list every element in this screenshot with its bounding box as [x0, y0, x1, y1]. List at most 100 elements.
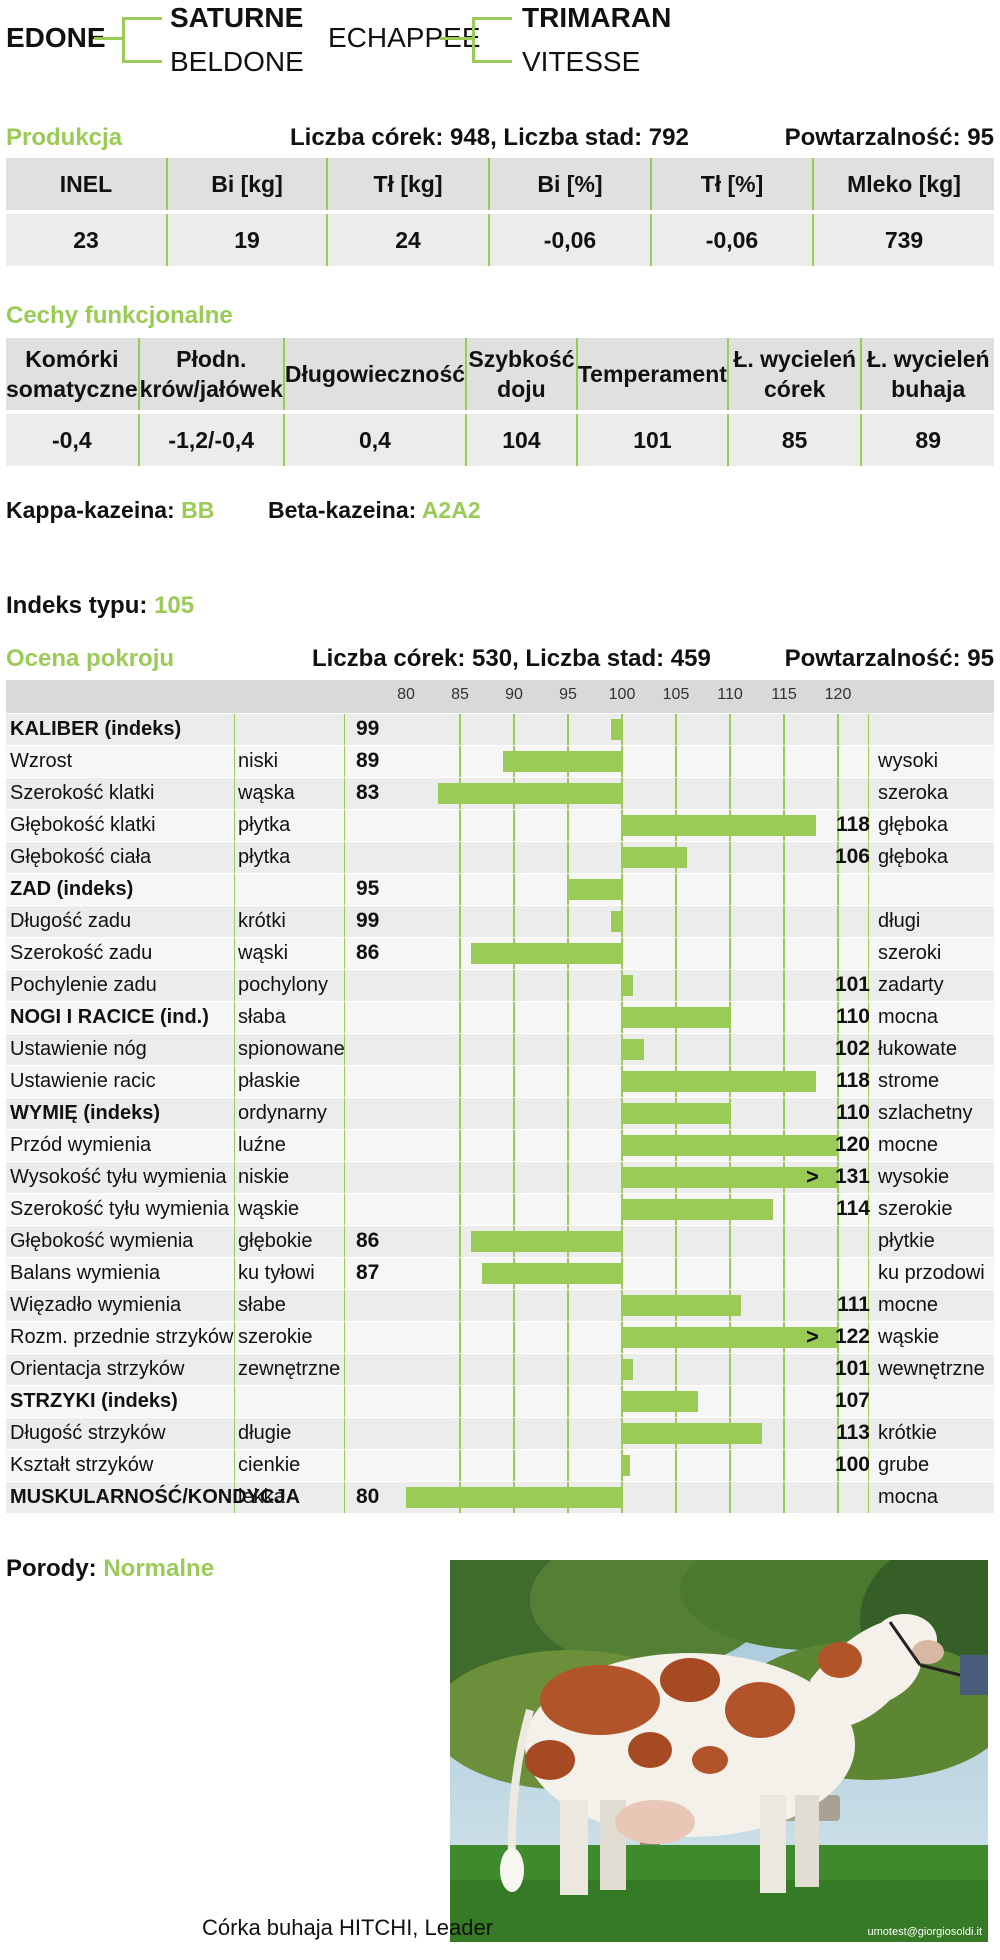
column-divider	[344, 1386, 345, 1417]
production-value: 739	[812, 214, 994, 266]
conformation-bar	[622, 1199, 774, 1220]
grid-line	[513, 1354, 515, 1385]
grid-line	[837, 1418, 839, 1449]
kappa-casein: Kappa-kazeina: BB	[6, 497, 214, 524]
trait-high-label: głęboka	[878, 814, 949, 836]
grid-line	[513, 1418, 515, 1449]
trait-score: 86	[356, 1229, 380, 1252]
column-divider	[234, 1290, 235, 1321]
grid-line	[675, 746, 677, 777]
trait-name: Pochylenie zadu	[10, 974, 157, 996]
conformation-row: Ustawienie racic płaskie 118 strome	[6, 1065, 994, 1097]
column-divider	[234, 1130, 235, 1161]
trait-low-label: niski	[238, 750, 279, 772]
column-divider	[344, 778, 345, 809]
scale-tick-label: 85	[451, 686, 469, 703]
column-divider	[234, 1450, 235, 1481]
trait-high-label: szeroka	[878, 782, 949, 804]
grid-line	[729, 1258, 731, 1289]
grid-line	[783, 1290, 785, 1321]
trait-score: 87	[356, 1261, 380, 1284]
trait-name: STRZYKI (indeks)	[10, 1390, 178, 1412]
conformation-row: Pochylenie zadu pochylony 101 zadarty	[6, 969, 994, 1001]
column-divider	[344, 938, 345, 969]
grid-line	[567, 1322, 569, 1353]
functional-value: 85	[726, 414, 861, 466]
grid-line	[675, 1226, 677, 1257]
grid-line	[783, 906, 785, 937]
production-title: Produkcja	[6, 124, 123, 151]
column-divider	[234, 1386, 235, 1417]
column-divider	[234, 1162, 235, 1193]
grid-line	[621, 1258, 623, 1289]
trait-name: Szerokość tyłu wymienia	[10, 1198, 229, 1220]
conformation-row: MUSKULARNOŚĆ/KONDYCJA lekka 80 mocna	[6, 1481, 994, 1513]
grid-line	[837, 1290, 839, 1321]
grid-line	[837, 1098, 839, 1129]
column-divider	[868, 1322, 869, 1353]
trait-name: Szerokość zadu	[10, 942, 153, 964]
conformation-row: Długość zadu krótki 99 długi	[6, 905, 994, 937]
scale-tick-label: 80	[397, 686, 415, 703]
grid-line	[459, 1354, 461, 1385]
grid-line	[621, 1226, 623, 1257]
functional-title: Cechy funkcjonalne	[6, 302, 233, 329]
grid-line	[837, 778, 839, 809]
trait-low-label: słaba	[238, 1006, 286, 1028]
trait-name: WYMIĘ (indeks)	[10, 1102, 161, 1124]
type-index-label: Indeks typu:	[6, 592, 155, 619]
column-divider	[868, 1034, 869, 1065]
conformation-row: WYMIĘ (indeks) ordynarny 110 szlachetny	[6, 1097, 994, 1129]
conformation-bar	[611, 911, 622, 932]
grid-line	[729, 970, 731, 1001]
functional-col-header: Szybkość doju	[465, 338, 576, 410]
beta-casein-value: A2A2	[421, 497, 481, 523]
column-divider	[234, 1066, 235, 1097]
trait-name: Ustawienie nóg	[10, 1038, 147, 1060]
trait-name: Przód wymienia	[10, 1134, 152, 1156]
grid-line	[675, 970, 677, 1001]
trait-high-label: zadarty	[878, 974, 944, 996]
conformation-row: ZAD (indeks) 95	[6, 873, 994, 905]
conformation-bar	[503, 751, 622, 772]
trait-score: 111	[837, 1293, 870, 1316]
conformation-repeatability: Powtarzalność: 95	[784, 645, 994, 672]
grid-line	[783, 1194, 785, 1225]
grid-line	[513, 1386, 515, 1417]
grid-line	[567, 1034, 569, 1065]
grid-line	[675, 778, 677, 809]
production-value: 19	[166, 214, 326, 266]
grid-line	[459, 1226, 461, 1257]
trait-score: 110	[836, 1005, 870, 1028]
grid-line	[783, 842, 785, 873]
grid-line	[513, 1098, 515, 1129]
trait-low-label: spionowane	[238, 1038, 345, 1060]
grid-line	[837, 1194, 839, 1225]
grid-line	[513, 842, 515, 873]
production-col-header: Bi [kg]	[166, 158, 326, 210]
grid-line	[459, 1322, 461, 1353]
grid-line	[675, 1258, 677, 1289]
conformation-row: Długość strzyków długie 113 krótkie	[6, 1417, 994, 1449]
column-divider	[344, 1290, 345, 1321]
grid-line	[513, 1034, 515, 1065]
trait-low-label: wąska	[238, 782, 295, 804]
scale-row: 80 85 90 95 100 105 110 115 120	[6, 680, 994, 713]
conformation-row: Głębokość ciała płytka 106 głęboka	[6, 841, 994, 873]
trait-low-label: płytka	[238, 846, 291, 868]
column-divider	[344, 714, 345, 745]
column-divider	[234, 810, 235, 841]
column-divider	[344, 1098, 345, 1129]
trait-high-label: płytkie	[878, 1230, 935, 1252]
conformation-row: Balans wymienia ku tyłowi 87 ku przodowi	[6, 1257, 994, 1289]
grid-line	[567, 1354, 569, 1385]
conformation-bar	[622, 1039, 644, 1060]
sire-name: EDONE	[6, 22, 106, 53]
trait-score: 101	[834, 973, 870, 996]
column-divider	[234, 874, 235, 905]
grid-line	[837, 714, 839, 745]
grid-line	[729, 1386, 731, 1417]
production-value: 24	[326, 214, 488, 266]
column-divider	[868, 1290, 869, 1321]
dam-sire-dam-name: VITESSE	[522, 46, 641, 77]
